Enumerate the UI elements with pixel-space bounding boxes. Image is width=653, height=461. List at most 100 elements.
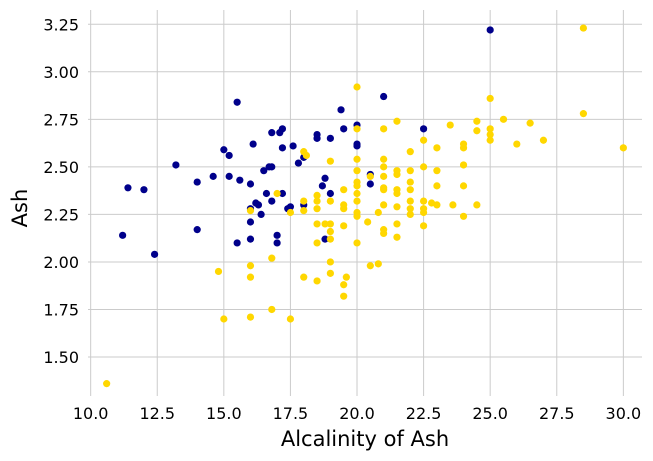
data-point — [340, 186, 348, 194]
data-point — [406, 205, 414, 213]
data-point — [353, 189, 361, 198]
data-point — [268, 197, 276, 205]
data-point — [300, 207, 308, 215]
data-point — [406, 178, 414, 186]
data-point — [340, 205, 348, 213]
data-point — [433, 167, 441, 175]
data-point — [273, 189, 281, 198]
y-tick-label: 2.00 — [43, 253, 79, 272]
data-point — [419, 163, 428, 171]
data-point — [419, 125, 428, 133]
data-point — [380, 172, 388, 180]
data-point — [233, 239, 241, 247]
y-tick-label: 1.75 — [43, 300, 79, 319]
data-point — [193, 226, 201, 234]
data-point — [473, 201, 481, 209]
data-point — [449, 201, 457, 209]
series-2 — [103, 24, 627, 388]
data-point — [473, 127, 481, 135]
data-point — [233, 98, 241, 106]
x-tick-label: 30.0 — [606, 404, 642, 423]
data-point — [499, 115, 508, 123]
data-point — [353, 142, 361, 150]
data-point — [246, 313, 255, 321]
y-gridlines — [88, 23, 642, 358]
data-point — [393, 233, 401, 241]
data-point — [342, 273, 350, 281]
data-point — [313, 277, 321, 285]
x-tick-label: 17.5 — [273, 404, 309, 423]
data-point — [294, 159, 303, 167]
data-point — [313, 191, 321, 199]
data-point — [220, 146, 228, 154]
data-point — [406, 186, 414, 194]
y-tick-label: 2.75 — [43, 110, 79, 129]
data-point — [321, 235, 329, 243]
data-point — [486, 125, 494, 133]
data-point — [419, 222, 428, 230]
data-point — [393, 117, 401, 125]
data-point — [340, 292, 348, 300]
data-point — [406, 148, 414, 156]
data-point — [380, 229, 388, 238]
data-point — [313, 134, 321, 142]
data-point — [249, 140, 257, 148]
x-tick-label: 20.0 — [339, 404, 375, 423]
data-point — [313, 220, 321, 228]
data-point — [326, 235, 334, 243]
data-point — [366, 172, 374, 180]
y-tick-label: 2.50 — [43, 158, 79, 177]
data-point — [433, 144, 441, 152]
data-point — [353, 212, 361, 220]
plot-area — [88, 10, 642, 396]
data-point — [353, 125, 361, 133]
data-point — [193, 178, 201, 186]
data-point — [262, 189, 271, 198]
data-point — [459, 161, 468, 169]
data-points — [103, 24, 627, 388]
data-point — [579, 110, 588, 118]
y-tick-label: 3.00 — [43, 63, 79, 82]
data-point — [326, 220, 334, 228]
data-point — [220, 315, 228, 323]
data-point — [326, 258, 334, 266]
data-point — [214, 267, 223, 276]
data-point — [313, 197, 321, 205]
data-point — [236, 176, 244, 184]
data-point — [321, 174, 329, 182]
data-point — [278, 144, 287, 152]
x-tick-label: 15.0 — [206, 404, 242, 423]
data-point — [459, 182, 468, 190]
data-point — [380, 186, 388, 194]
data-point — [353, 182, 361, 190]
y-tick-label: 3.25 — [43, 15, 79, 34]
data-point — [526, 119, 534, 127]
x-tick-label: 22.5 — [406, 404, 442, 423]
y-tick-labels: 1.50 1.75 2.00 2.25 2.50 2.75 3.00 3.25 — [43, 15, 79, 367]
data-point — [254, 201, 263, 209]
data-point — [268, 305, 276, 314]
data-point — [150, 250, 159, 258]
data-point — [419, 136, 428, 144]
data-point — [380, 155, 388, 163]
data-point — [393, 203, 401, 211]
data-point — [486, 26, 494, 34]
data-point — [473, 117, 481, 125]
data-point — [353, 155, 361, 163]
data-point — [366, 262, 374, 270]
data-point — [353, 167, 361, 175]
data-point — [340, 125, 348, 133]
data-point — [289, 142, 297, 150]
data-point — [268, 254, 276, 262]
data-point — [273, 231, 281, 239]
data-point — [433, 182, 441, 190]
data-point — [374, 208, 382, 217]
data-point — [246, 262, 255, 270]
data-point — [318, 182, 326, 190]
data-point — [380, 163, 388, 171]
data-point — [326, 189, 334, 198]
data-point — [268, 129, 276, 137]
data-point — [353, 83, 361, 91]
data-point — [286, 203, 295, 211]
